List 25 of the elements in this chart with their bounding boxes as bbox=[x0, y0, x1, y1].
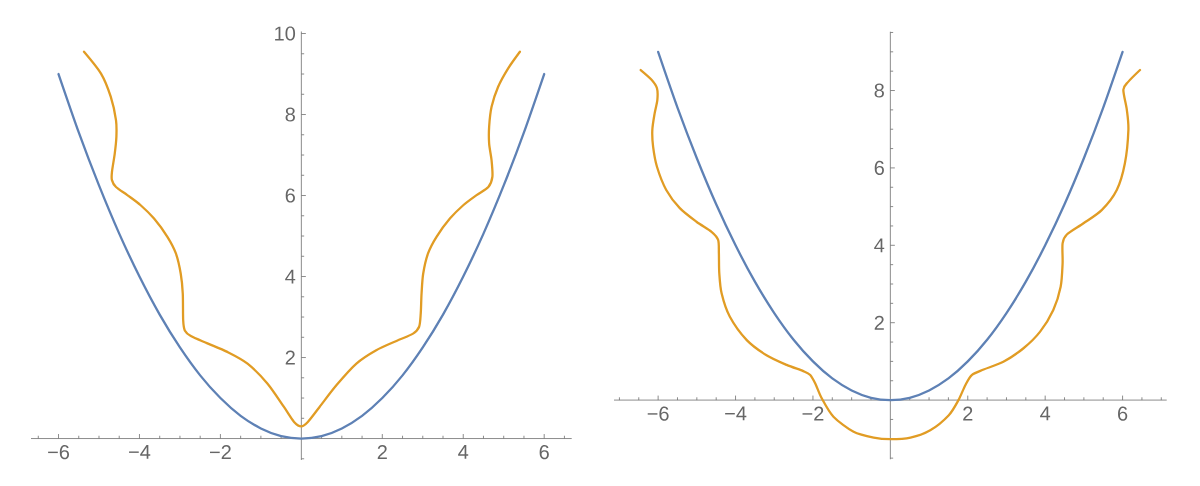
x-tick-label: 6 bbox=[539, 445, 549, 460]
y-tick-label: 4 bbox=[874, 238, 885, 253]
y-tick-label: 8 bbox=[874, 83, 884, 98]
y-tick-label: 6 bbox=[285, 188, 295, 203]
line-series bbox=[639, 68, 1142, 441]
x-tick-label: −6 bbox=[48, 445, 70, 460]
x-tick-label: 4 bbox=[458, 445, 469, 459]
x-tick-label: 2 bbox=[377, 445, 387, 460]
y-tick-label: 8 bbox=[285, 107, 295, 122]
y-tick-label: 6 bbox=[874, 160, 884, 175]
x-tick-label: −2 bbox=[209, 445, 231, 460]
x-tick-label: −4 bbox=[725, 406, 747, 421]
x-tick-label: 2 bbox=[963, 406, 973, 421]
x-tick-label: 4 bbox=[1040, 406, 1051, 421]
y-tick-label: 4 bbox=[285, 269, 296, 284]
x-tick-label: −6 bbox=[647, 406, 669, 421]
y-tick-label: 10 bbox=[275, 26, 296, 41]
line-series bbox=[656, 50, 1124, 402]
x-tick-label: 6 bbox=[1118, 406, 1128, 421]
y-tick-label: 2 bbox=[874, 315, 884, 330]
x-tick-label: −2 bbox=[802, 406, 824, 421]
x-tick-label: −4 bbox=[129, 445, 151, 459]
line-series bbox=[57, 72, 546, 440]
y-tick-label: 2 bbox=[285, 350, 295, 365]
line-series bbox=[82, 50, 522, 428]
